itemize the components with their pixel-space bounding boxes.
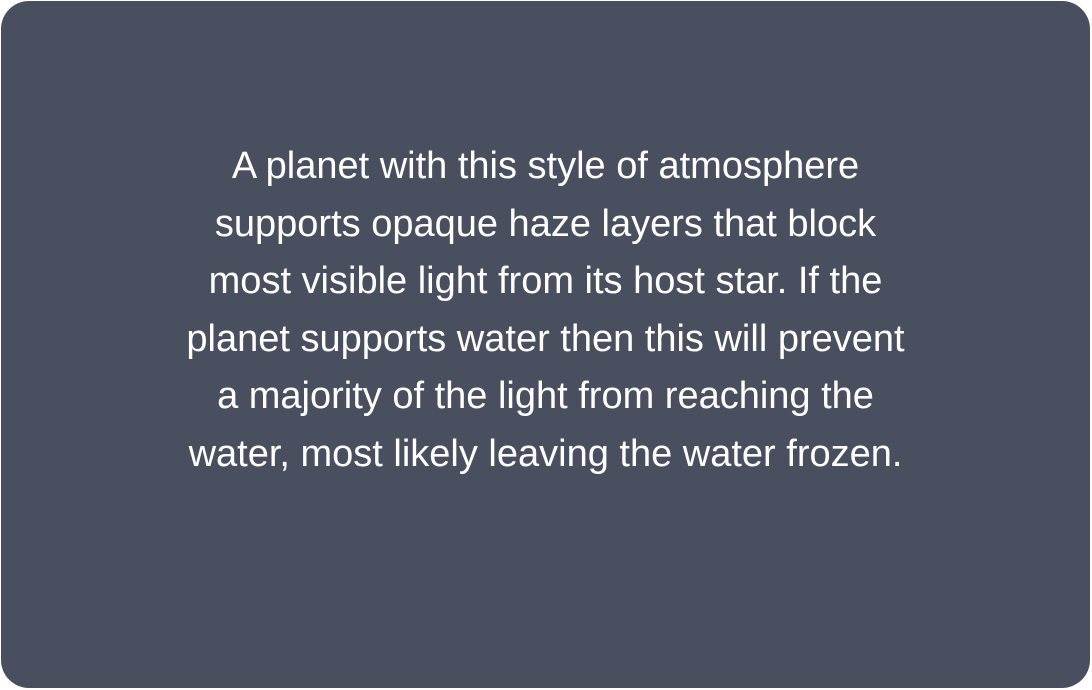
card-text-line-4: planet supports water then this will pre… [186,317,905,360]
card-text-line-6: water, most likely leaving the water fro… [188,432,903,475]
card-text-line-1: A planet with this style of atmosphere [231,145,860,187]
card-paragraph: A planet with this style of atmosphere s… [1,138,1090,483]
card-text-line-3: most visible light from its host star. I… [208,260,883,302]
card-text-line-5: a majority of the light from reaching th… [217,375,874,417]
card-text-line-2: supports opaque haze layers that block [214,202,877,245]
